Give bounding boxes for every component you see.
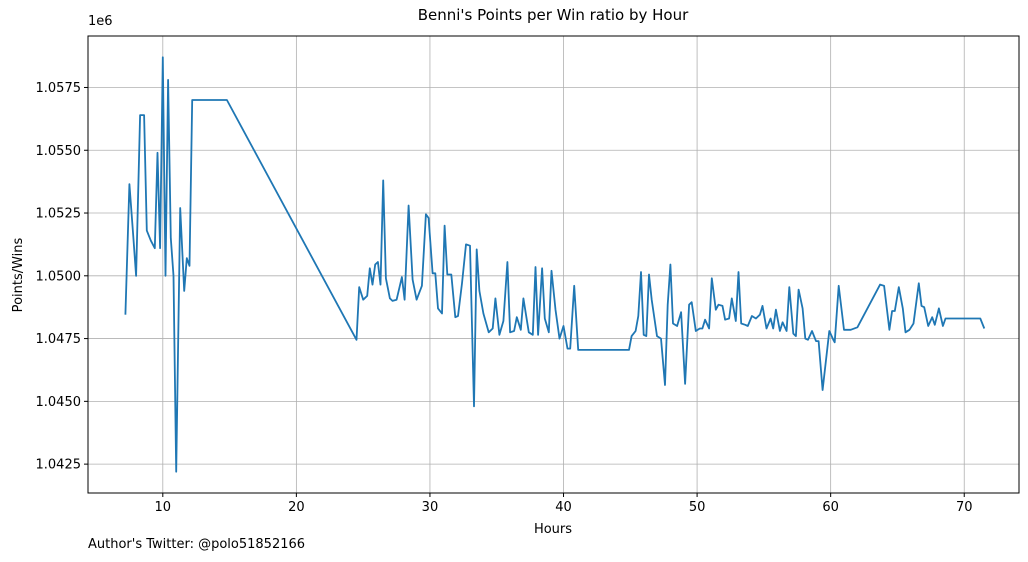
y-axis: 1.0425 1.0450 1.0475 1.0500 1.0525 1.0550 1.05… — [36, 81, 88, 473]
x-tick-label: 30 — [422, 500, 439, 515]
y-tick-label: 1.0450 — [36, 395, 82, 410]
y-tick-label: 1.0575 — [36, 81, 82, 96]
x-axis: 10 20 30 40 50 60 70 — [155, 493, 973, 515]
x-tick-label: 60 — [822, 500, 839, 515]
x-tick-label: 40 — [555, 500, 572, 515]
y-axis-label: Points/Wins — [11, 237, 26, 312]
y-tick-label: 1.0550 — [36, 144, 82, 159]
y-tick-label: 1.0500 — [36, 269, 82, 284]
x-tick-label: 10 — [155, 500, 172, 515]
author-note: Author's Twitter: @polo51852166 — [88, 537, 306, 552]
y-tick-label: 1.0475 — [36, 332, 82, 347]
y-axis-offset-label: 1e6 — [88, 14, 113, 29]
chart-title: Benni's Points per Win ratio by Hour — [418, 6, 689, 24]
x-tick-label: 70 — [956, 500, 973, 515]
y-tick-label: 1.0525 — [36, 207, 82, 222]
x-tick-label: 20 — [288, 500, 305, 515]
y-tick-label: 1.0425 — [36, 458, 82, 473]
grid-lines — [88, 36, 1019, 493]
series-line-points-per-win — [124, 56, 986, 473]
plot-frame — [87, 35, 1020, 494]
x-axis-label: Hours — [534, 522, 572, 537]
x-tick-label: 50 — [689, 500, 706, 515]
